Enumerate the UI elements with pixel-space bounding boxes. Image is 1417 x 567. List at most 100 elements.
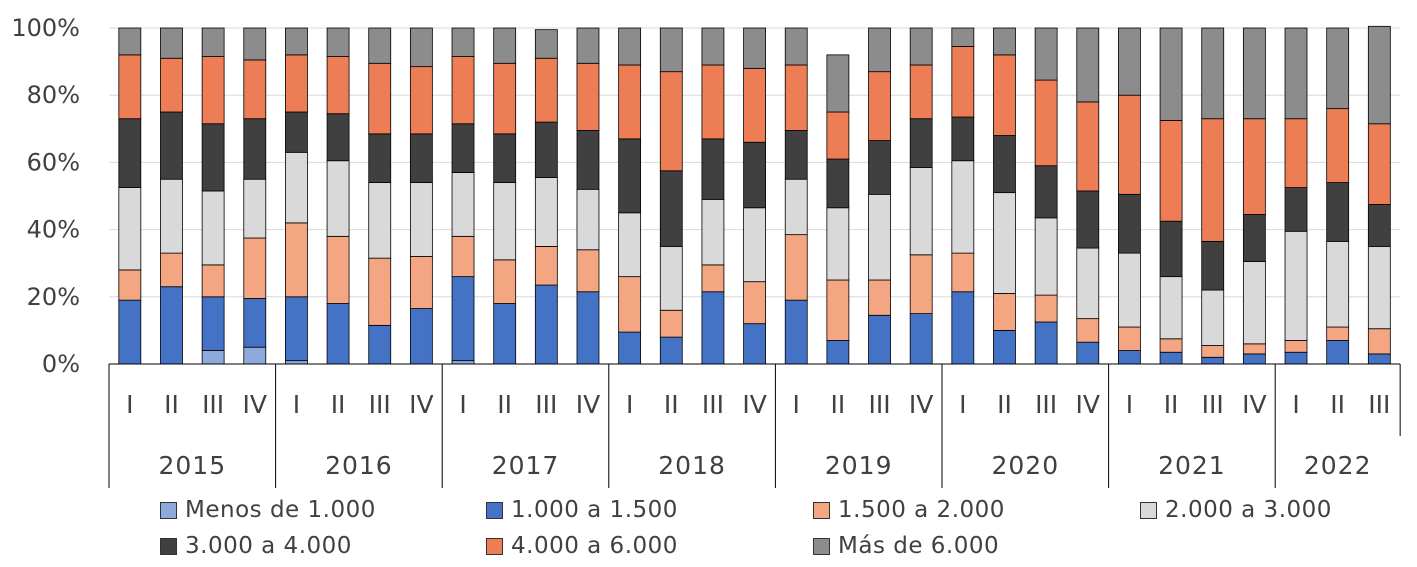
legend-item: 4.000 a 6.000 bbox=[486, 530, 678, 562]
bar-segment bbox=[868, 279, 891, 316]
bar-segment bbox=[1076, 318, 1100, 343]
bar-segment bbox=[243, 118, 267, 180]
bar-segment bbox=[1118, 350, 1141, 365]
bar-segment bbox=[285, 222, 308, 298]
quarter-tick-label: IV bbox=[742, 390, 766, 419]
bar-segment bbox=[451, 56, 475, 125]
bar-segment bbox=[1367, 245, 1391, 330]
bar-segment bbox=[326, 303, 350, 365]
quarter-tick-label: II bbox=[331, 390, 346, 419]
bar-segment bbox=[534, 121, 558, 178]
bar-segment bbox=[1367, 353, 1391, 365]
bar-segment bbox=[909, 64, 933, 120]
y-tick-label: 20% bbox=[27, 283, 80, 311]
bar-segment bbox=[201, 264, 225, 298]
quarter-tick-label: II bbox=[1330, 390, 1345, 419]
bar-segment bbox=[1242, 214, 1266, 262]
bar-segment bbox=[409, 256, 433, 309]
axes bbox=[108, 363, 1401, 488]
bar-segment bbox=[1159, 220, 1183, 278]
bar-segment bbox=[743, 207, 766, 283]
quarter-tick-label: IV bbox=[1076, 390, 1100, 419]
bar-segment bbox=[368, 133, 392, 183]
bar-segment bbox=[868, 140, 891, 195]
bar-segment bbox=[201, 296, 225, 351]
bar-segment bbox=[160, 252, 183, 288]
quarter-tick-label: IV bbox=[243, 390, 267, 419]
legend-item: 2.000 a 3.000 bbox=[1140, 494, 1332, 526]
quarter-tick-label: II bbox=[497, 390, 512, 419]
bar-segment bbox=[534, 177, 558, 247]
bar-segment bbox=[1284, 27, 1308, 120]
quarter-tick-label: IV bbox=[409, 390, 433, 419]
bar-segment bbox=[285, 296, 308, 362]
bar-segment bbox=[909, 118, 933, 168]
bar-segment bbox=[451, 235, 475, 278]
bar-segment bbox=[493, 182, 517, 261]
bar-segment bbox=[534, 29, 558, 59]
bar-segment bbox=[1242, 118, 1266, 215]
bar-segment bbox=[826, 158, 850, 209]
bar-segment bbox=[534, 57, 558, 123]
bar-segment bbox=[1159, 27, 1183, 121]
legend-label: Menos de 1.000 bbox=[185, 497, 376, 523]
bar-segment bbox=[326, 27, 350, 57]
bar-segment bbox=[493, 27, 517, 64]
bar-segment bbox=[1326, 240, 1350, 328]
quarter-tick-label: I bbox=[793, 390, 800, 419]
bar-segment bbox=[1118, 94, 1141, 195]
bar-segment bbox=[368, 324, 392, 365]
bar-segment bbox=[868, 71, 891, 141]
bar-segment bbox=[909, 167, 933, 256]
bar-segment bbox=[451, 27, 475, 57]
bar-segment bbox=[659, 309, 683, 338]
bar-segment bbox=[993, 135, 1016, 194]
legend-item: 1.500 a 2.000 bbox=[813, 494, 1005, 526]
bar-segment bbox=[868, 27, 891, 73]
bar-segment bbox=[1034, 217, 1058, 296]
bar-segment bbox=[993, 329, 1016, 365]
quarter-tick-label: II bbox=[997, 390, 1012, 419]
bar-segment bbox=[909, 27, 933, 66]
bar-segment bbox=[409, 133, 433, 183]
bar-segment bbox=[1326, 108, 1350, 183]
stacked-bar-chart: 0%20%40%60%80%100% I II III IV I II III IV I II II… bbox=[11, 14, 1401, 488]
bar-segment bbox=[659, 170, 683, 247]
bar-segment bbox=[368, 257, 392, 326]
bar-segment bbox=[1201, 27, 1225, 120]
x-axis-ticks: I II III IV I II III IV I II III IV I II III IV I II III IV… bbox=[126, 390, 1390, 480]
bar-segment bbox=[243, 178, 267, 239]
bar-segment bbox=[326, 160, 350, 237]
quarter-tick-label: III bbox=[868, 390, 890, 419]
bar-segment bbox=[285, 54, 308, 113]
bar-segment bbox=[451, 276, 475, 362]
quarter-tick-label: I bbox=[459, 390, 466, 419]
year-tick-label: 2022 bbox=[1304, 451, 1372, 480]
bar-segment bbox=[659, 71, 683, 172]
bar-segment bbox=[1159, 338, 1183, 353]
bar-segment bbox=[659, 245, 683, 311]
bar-segment bbox=[1284, 351, 1308, 365]
quarter-tick-label: III bbox=[1202, 390, 1224, 419]
bar-segment bbox=[701, 27, 725, 66]
bar-segment bbox=[701, 138, 725, 200]
bar-segment bbox=[118, 54, 142, 120]
bar-segment bbox=[701, 264, 725, 293]
bar-segment bbox=[784, 27, 808, 66]
bar-segment bbox=[618, 27, 642, 66]
bar-segment bbox=[743, 281, 766, 325]
quarter-tick-label: II bbox=[664, 390, 679, 419]
quarter-tick-label: IV bbox=[1242, 390, 1266, 419]
legend-swatch bbox=[486, 537, 503, 555]
year-tick-label: 2017 bbox=[492, 451, 560, 480]
quarter-tick-label: I bbox=[293, 390, 300, 419]
bar-segment bbox=[1326, 340, 1350, 365]
bar-segment bbox=[659, 336, 683, 365]
legend-swatch bbox=[486, 501, 503, 519]
bar-segment bbox=[826, 54, 850, 113]
bar-segment bbox=[409, 27, 433, 68]
bar-segment bbox=[951, 291, 975, 365]
legend-swatch bbox=[160, 537, 177, 555]
bar-segment bbox=[493, 62, 517, 135]
bar-segment bbox=[201, 27, 225, 57]
